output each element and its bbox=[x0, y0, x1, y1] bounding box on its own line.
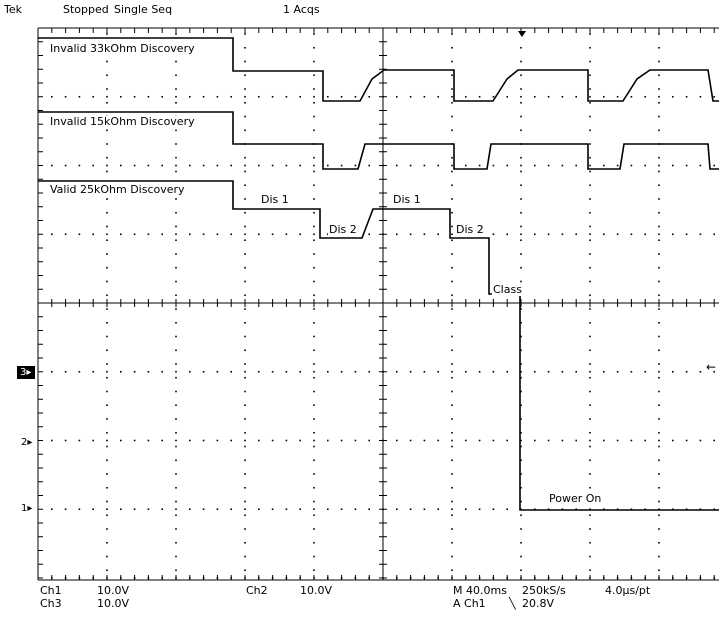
timebase: M 40.0ms bbox=[453, 584, 507, 597]
channel-3-marker: 3▸ bbox=[17, 366, 35, 379]
graticule bbox=[37, 27, 719, 581]
label-dis1-first: Dis 1 bbox=[260, 193, 290, 206]
label-invalid-33k: Invalid 33kOhm Discovery bbox=[49, 42, 196, 55]
time-resolution: 4.0μs/pt bbox=[605, 584, 651, 597]
trace-valid-25k bbox=[38, 180, 719, 511]
label-valid-25k: Valid 25kOhm Discovery bbox=[49, 183, 186, 196]
graticule-ticks bbox=[37, 27, 715, 580]
trigger-level-arrow-icon: ← bbox=[706, 360, 717, 374]
trace-invalid-33k bbox=[38, 37, 719, 102]
ch3-label: Ch3 bbox=[40, 597, 62, 610]
trace-invalid-15k bbox=[38, 111, 719, 170]
trigger-position-marker bbox=[518, 31, 526, 37]
trigger-source: A Ch1 bbox=[453, 597, 486, 610]
trigger-slope-icon: ╲ bbox=[509, 597, 516, 610]
trigger-level: 20.8V bbox=[522, 597, 555, 610]
acquisition-count: 1 Acqs bbox=[283, 3, 320, 16]
sample-rate: 250kS/s bbox=[522, 584, 566, 597]
ch1-label: Ch1 bbox=[40, 584, 62, 597]
channel-2-marker: 2▸ bbox=[21, 437, 33, 448]
ch3-scale: 10.0V bbox=[97, 597, 130, 610]
label-invalid-15k: Invalid 15kOhm Discovery bbox=[49, 115, 196, 128]
label-class: Class bbox=[492, 283, 523, 296]
ch2-scale: 10.0V bbox=[300, 584, 333, 597]
label-dis1-second: Dis 1 bbox=[392, 193, 422, 206]
label-dis2-first: Dis 2 bbox=[328, 223, 358, 236]
label-power-on: Power On bbox=[548, 492, 603, 505]
label-dis2-second: Dis 2 bbox=[455, 223, 485, 236]
acquisition-mode: Single Seq bbox=[114, 3, 173, 16]
ch1-scale: 10.0V bbox=[97, 584, 130, 597]
ch2-label: Ch2 bbox=[246, 584, 268, 597]
acquisition-state: Stopped bbox=[63, 3, 109, 16]
brand-label: Tek bbox=[4, 3, 22, 16]
channel-1-marker: 1▸ bbox=[21, 503, 33, 514]
